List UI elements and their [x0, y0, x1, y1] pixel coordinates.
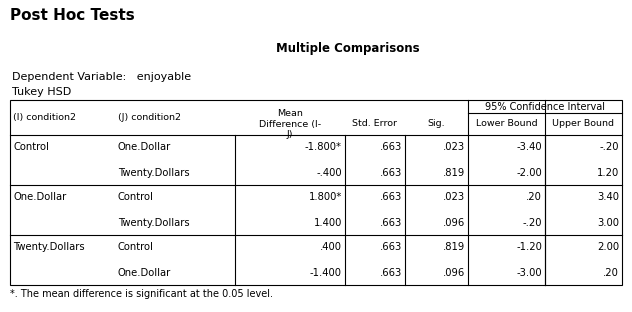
Text: *. The mean difference is significant at the 0.05 level.: *. The mean difference is significant at… [10, 289, 273, 299]
Text: Control: Control [118, 193, 154, 202]
Text: .819: .819 [443, 242, 465, 252]
Text: .096: .096 [443, 267, 465, 277]
Text: One.Dollar: One.Dollar [118, 267, 171, 277]
Text: .663: .663 [380, 143, 402, 153]
Text: One.Dollar: One.Dollar [118, 143, 171, 153]
Text: One.Dollar: One.Dollar [13, 193, 66, 202]
Text: .096: .096 [443, 217, 465, 227]
Text: Std. Error: Std. Error [353, 119, 398, 129]
Text: Lower Bound: Lower Bound [476, 119, 537, 129]
Text: .663: .663 [380, 217, 402, 227]
Text: 95% Confidence Interval: 95% Confidence Interval [485, 101, 605, 111]
Text: -.20: -.20 [600, 143, 619, 153]
Text: Post Hoc Tests: Post Hoc Tests [10, 8, 135, 23]
Text: -3.00: -3.00 [516, 267, 542, 277]
Bar [10, 100, 622, 285]
Text: .663: .663 [380, 267, 402, 277]
Text: .20: .20 [603, 267, 619, 277]
Text: -.400: -.400 [317, 168, 342, 178]
Text: Twenty.Dollars: Twenty.Dollars [118, 217, 190, 227]
Text: 1.20: 1.20 [597, 168, 619, 178]
Text: -1.800*: -1.800* [305, 143, 342, 153]
Text: 2.00: 2.00 [597, 242, 619, 252]
Text: .023: .023 [443, 143, 465, 153]
Text: -3.40: -3.40 [516, 143, 542, 153]
Text: 3.00: 3.00 [597, 217, 619, 227]
Text: Tukey HSD: Tukey HSD [12, 87, 71, 97]
Text: (I) condition2: (I) condition2 [13, 113, 76, 122]
Text: Control: Control [118, 242, 154, 252]
Text: Twenty.Dollars: Twenty.Dollars [13, 242, 85, 252]
Text: -1.400: -1.400 [310, 267, 342, 277]
Text: .400: .400 [320, 242, 342, 252]
Text: 3.40: 3.40 [597, 193, 619, 202]
Text: -.20: -.20 [523, 217, 542, 227]
Text: .663: .663 [380, 242, 402, 252]
Text: Upper Bound: Upper Bound [552, 119, 614, 129]
Text: -2.00: -2.00 [516, 168, 542, 178]
Text: .023: .023 [443, 193, 465, 202]
Text: .663: .663 [380, 168, 402, 178]
Text: .20: .20 [526, 193, 542, 202]
Text: (J) condition2: (J) condition2 [118, 113, 181, 122]
Text: -1.20: -1.20 [516, 242, 542, 252]
Text: Control: Control [13, 143, 49, 153]
Text: Sig.: Sig. [428, 119, 446, 129]
Text: Dependent Variable:   enjoyable: Dependent Variable: enjoyable [12, 72, 191, 82]
Text: Mean
Difference (I-
J): Mean Difference (I- J) [259, 109, 321, 139]
Text: 1.800*: 1.800* [308, 193, 342, 202]
Text: .819: .819 [443, 168, 465, 178]
Text: .663: .663 [380, 193, 402, 202]
Text: 1.400: 1.400 [313, 217, 342, 227]
Text: Twenty.Dollars: Twenty.Dollars [118, 168, 190, 178]
Text: Multiple Comparisons: Multiple Comparisons [276, 42, 420, 55]
